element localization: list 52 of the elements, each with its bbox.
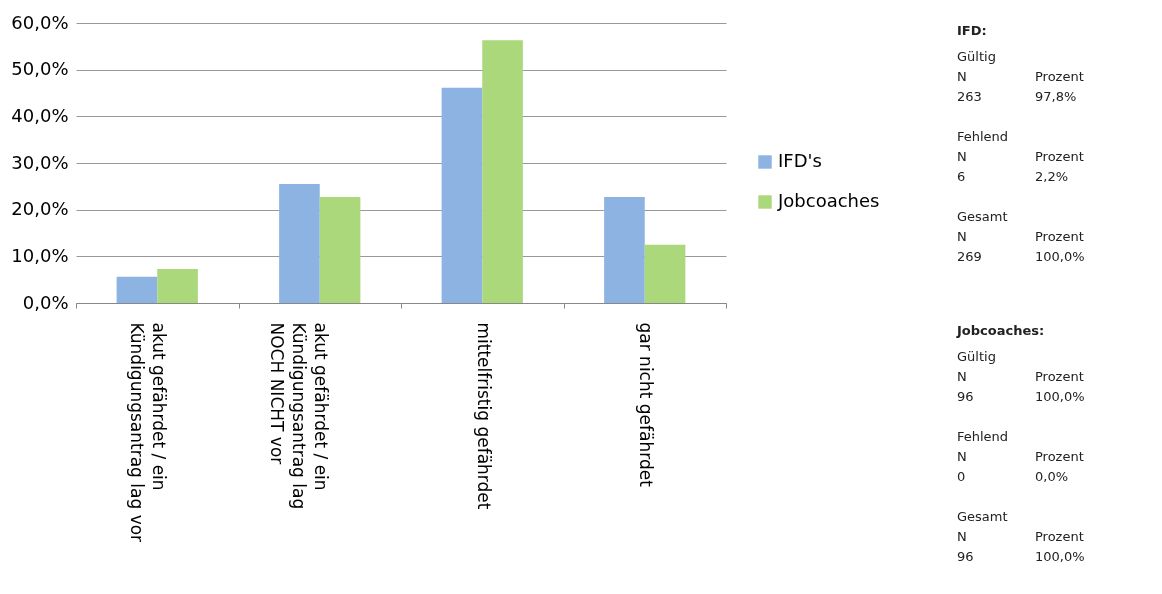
text: Prozent (1035, 149, 1084, 164)
x-tick-label: mittelfristig gefährdet (473, 322, 494, 510)
text: N (957, 369, 967, 384)
text: Prozent (1035, 369, 1084, 384)
text: IFD: (957, 23, 987, 38)
y-tick-label: 0,0% (22, 291, 69, 313)
text: Prozent (1035, 69, 1084, 84)
text: 6 (957, 169, 966, 184)
y-tick-label: 40,0% (11, 104, 69, 126)
legend-label: Jobcoaches (777, 190, 880, 211)
text: N (957, 449, 967, 464)
x-tick-label: gar nicht gefährdet (636, 322, 657, 488)
text: 269 (957, 249, 982, 264)
bar (319, 197, 361, 303)
bar (279, 184, 320, 303)
text: Fehlend (957, 129, 1009, 144)
bar (116, 276, 158, 303)
text: 100,0% (1035, 389, 1085, 404)
text: 96 (957, 389, 974, 404)
bar (604, 197, 645, 303)
text: Gültig (957, 349, 996, 364)
y-tick-label: 10,0% (11, 244, 69, 266)
x-tick-label: akut gefährdet / ein Kündigungsantrag lag vor (126, 322, 169, 543)
text: 2,2% (1035, 169, 1069, 184)
text: N (957, 69, 967, 84)
y-tick-label: 30,0% (11, 151, 69, 173)
text: Jobcoaches: (956, 323, 1045, 338)
text: Fehlend (957, 429, 1009, 444)
text: N (957, 229, 967, 244)
text: Gültig (957, 49, 996, 64)
legend-label: IFD's (778, 150, 822, 171)
text: Gesamt (957, 209, 1008, 224)
bar (482, 40, 523, 303)
text: 100,0% (1035, 549, 1085, 564)
y-tick-label: 60,0% (11, 11, 69, 33)
text: 263 (957, 89, 982, 104)
text: 0 (957, 469, 966, 484)
bar (644, 244, 686, 303)
text: Gesamt (957, 509, 1008, 524)
text: Prozent (1035, 529, 1084, 544)
bar (157, 268, 198, 303)
text: N (957, 529, 967, 544)
text: 100,0% (1035, 249, 1085, 264)
y-tick-label: 50,0% (11, 58, 69, 80)
text: Prozent (1035, 449, 1084, 464)
text: Prozent (1035, 229, 1084, 244)
text: 97,8% (1035, 89, 1077, 104)
text: 0,0% (1035, 469, 1069, 484)
y-tick-label: 20,0% (11, 198, 69, 220)
text: 96 (957, 549, 974, 564)
text: N (957, 149, 967, 164)
bar (441, 87, 483, 303)
